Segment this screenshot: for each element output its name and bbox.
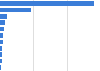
- Bar: [0, 20, 5, 25]
- Bar: [0, 33, 3, 38]
- Bar: [0, 52, 2, 57]
- Bar: [0, 8, 31, 12]
- Bar: [0, 65, 1, 70]
- Bar: [0, 1, 94, 6]
- Bar: [0, 27, 4, 31]
- Bar: [0, 40, 3, 44]
- Bar: [0, 46, 2, 51]
- Bar: [0, 59, 2, 63]
- Bar: [0, 14, 7, 19]
